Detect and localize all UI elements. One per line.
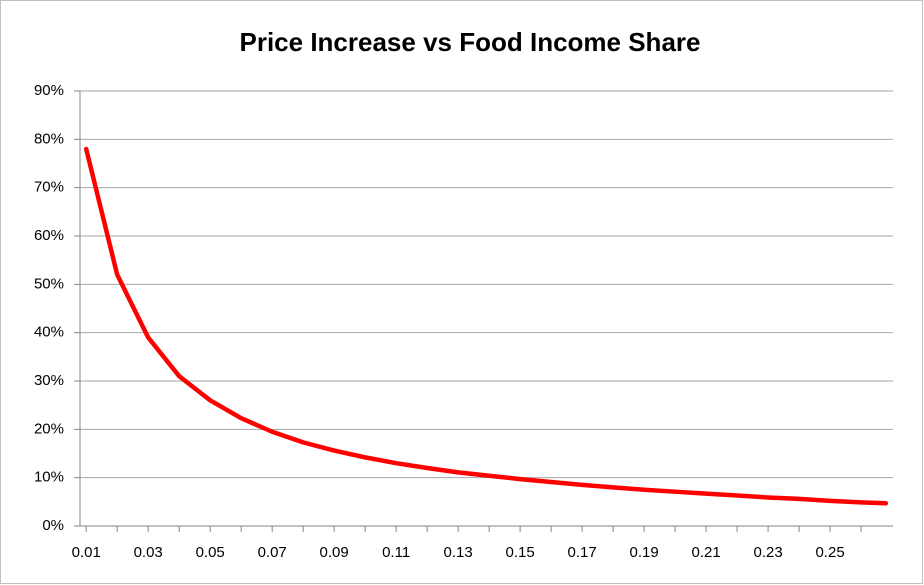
x-tick-label: 0.01	[72, 544, 101, 561]
x-tick-label: 0.23	[753, 544, 782, 561]
y-tick-label: 90%	[34, 82, 64, 99]
x-tick-label: 0.19	[630, 544, 659, 561]
chart-title: Price Increase vs Food Income Share	[240, 27, 701, 57]
x-tick-label: 0.21	[691, 544, 720, 561]
y-tick-label: 10%	[34, 469, 64, 486]
line-series	[83, 146, 889, 506]
y-tick-label: 0%	[42, 517, 64, 534]
x-tick-label: 0.07	[258, 544, 287, 561]
x-tick-label: 0.25	[815, 544, 844, 561]
x-tick-label: 0.15	[506, 544, 535, 561]
y-tick-label: 60%	[34, 227, 64, 244]
x-tick-label: 0.05	[196, 544, 225, 561]
y-tick-label: 40%	[34, 324, 64, 341]
y-tick-label: 80%	[34, 130, 64, 147]
x-tick-label: 0.03	[134, 544, 163, 561]
y-tick-label: 30%	[34, 372, 64, 389]
x-tick-label: 0.11	[382, 544, 410, 561]
x-tick-label: 0.17	[568, 544, 597, 561]
x-tick-label: 0.09	[320, 544, 349, 561]
x-tick-label: 0.13	[444, 544, 473, 561]
y-tick-label: 70%	[34, 179, 64, 196]
y-tick-label: 20%	[34, 420, 64, 437]
y-tick-label: 50%	[34, 275, 64, 292]
